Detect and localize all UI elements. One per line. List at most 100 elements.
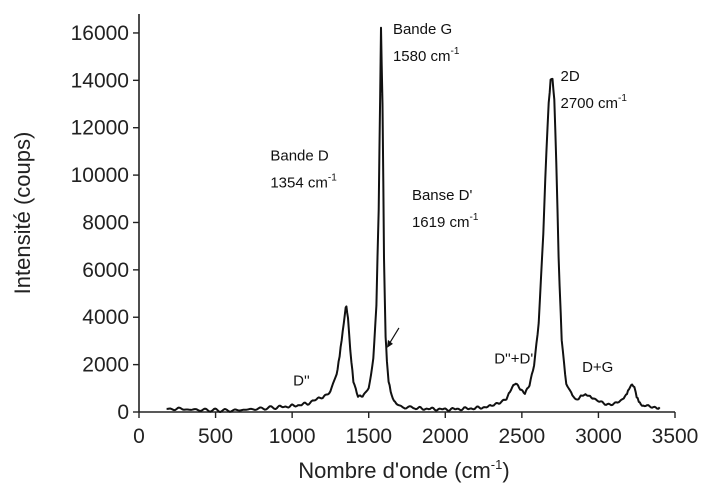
y-tick-label: 10000 — [71, 164, 129, 187]
y-axis-title: Intensité (coups) — [10, 132, 35, 295]
y-ticks: 0 2000 4000 6000 8000 10000 12000 14000 16000 — [71, 22, 139, 424]
x-ticks: 0 500 1000 1500 2000 2500 3000 3500 — [133, 412, 698, 448]
spectrum-point — [230, 409, 232, 411]
annotation-dprime-line1: 1619 cm-1 — [412, 212, 479, 231]
y-tick-label: 8000 — [82, 211, 129, 234]
y-tick-label: 0 — [117, 401, 129, 424]
spectrum-point — [380, 27, 382, 29]
spectrum-point — [361, 395, 363, 397]
spectrum-point — [515, 382, 517, 384]
spectrum-point — [352, 380, 354, 382]
x-tick-label: 500 — [198, 425, 233, 448]
annotation-g-line0: Bande G — [393, 21, 452, 38]
spectrum-point — [528, 385, 530, 387]
spectrum-point — [538, 321, 540, 323]
annotation-dppdp-line0: D''+D' — [494, 351, 533, 368]
spectrum-point — [625, 394, 627, 396]
spectrum-point — [372, 359, 374, 361]
spectrum-point — [335, 373, 337, 375]
spectrum-point — [545, 150, 547, 152]
spectrum-point — [341, 330, 343, 332]
spectrum-point — [401, 406, 403, 408]
spectrum-point — [651, 406, 653, 408]
x-tick-label: 0 — [133, 425, 145, 448]
spectrum-point — [475, 407, 477, 409]
spectrum-point — [459, 408, 461, 410]
y-tick-label: 16000 — [71, 22, 129, 45]
spectrum-point — [314, 399, 316, 401]
x-tick-label: 1500 — [345, 425, 392, 448]
spectrum-point — [349, 349, 351, 351]
spectrum-point — [555, 162, 557, 164]
annotation-g-line1: 1580 cm-1 — [393, 46, 460, 65]
annotation-d2-line1: 2700 cm-1 — [560, 93, 627, 112]
y-tick-label: 6000 — [82, 259, 129, 282]
spectrum-point — [519, 387, 521, 389]
spectrum-point — [387, 380, 389, 382]
spectrum-point — [557, 257, 559, 259]
spectrum-point — [633, 387, 635, 389]
spectrum-point — [524, 392, 526, 394]
spectrum-point — [620, 400, 622, 402]
axes — [138, 14, 675, 413]
y-tick-label: 2000 — [82, 354, 129, 377]
spectrum-point — [357, 394, 359, 396]
annotation-d-line1: 1354 cm-1 — [270, 172, 337, 191]
spectrum-point — [490, 405, 492, 407]
y-tick-label: 14000 — [71, 69, 129, 92]
spectrum-point — [613, 403, 615, 405]
y-tick-label: 12000 — [71, 117, 129, 140]
spectrum-point — [184, 408, 186, 410]
spectrum-point — [605, 403, 607, 405]
spectrum-point — [276, 406, 278, 408]
spectrum-point — [551, 77, 553, 79]
annotation-dprime-line0: Banse D' — [412, 187, 473, 204]
spectrum-point — [571, 395, 573, 397]
spectrum-point — [413, 407, 415, 409]
spectrum-point — [547, 103, 549, 105]
spectrum-point — [628, 388, 630, 390]
spectrum-point — [549, 79, 551, 81]
spectrum-line — [166, 26, 661, 413]
annotation-dpp-line0: D'' — [293, 373, 310, 390]
spectrum-point — [379, 91, 381, 93]
spectrum-point — [631, 384, 633, 386]
peak-annotations: Bande G 1580 cm-1 2D 2700 cm-1 Bande D 1354 c… — [270, 21, 627, 390]
spectrum-point — [165, 407, 167, 409]
spectrum-point — [510, 388, 512, 390]
spectrum-point — [505, 397, 507, 399]
spectrum-point — [577, 398, 579, 400]
spectrum-point — [429, 408, 431, 410]
spectrum-point — [253, 408, 255, 410]
spectrum-point — [597, 400, 599, 402]
spectrum-point — [329, 389, 331, 391]
spectrum-point — [291, 405, 293, 407]
spectrum-point — [377, 209, 379, 211]
spectrum-point — [444, 408, 446, 410]
spectrum-point — [344, 311, 346, 313]
spectrum-point — [381, 103, 383, 105]
spectrum-point — [587, 393, 589, 395]
spectrum-point — [368, 387, 370, 389]
x-tick-label: 2500 — [498, 425, 545, 448]
spectrum-point — [658, 406, 660, 408]
spectrum-point — [565, 382, 567, 384]
spectrum-point — [591, 397, 593, 399]
spectrum-point — [306, 403, 308, 405]
spectrum-point — [384, 335, 386, 337]
spectrum-point — [533, 363, 535, 365]
dprime-arrowhead — [386, 339, 393, 348]
spectrum-point — [582, 394, 584, 396]
spectrum-point — [322, 397, 324, 399]
annotation-dg-line0: D+G — [582, 359, 613, 376]
spectrum-point — [643, 405, 645, 407]
x-axis-title: Nombre d'onde (cm-1) — [298, 457, 509, 483]
y-tick-label: 4000 — [82, 306, 129, 329]
spectrum-point — [383, 257, 385, 259]
spectrum-point — [560, 340, 562, 342]
x-tick-label: 3500 — [652, 425, 699, 448]
spectrum-point — [338, 354, 340, 356]
x-tick-label: 3000 — [575, 425, 622, 448]
spectrum-point — [636, 395, 638, 397]
